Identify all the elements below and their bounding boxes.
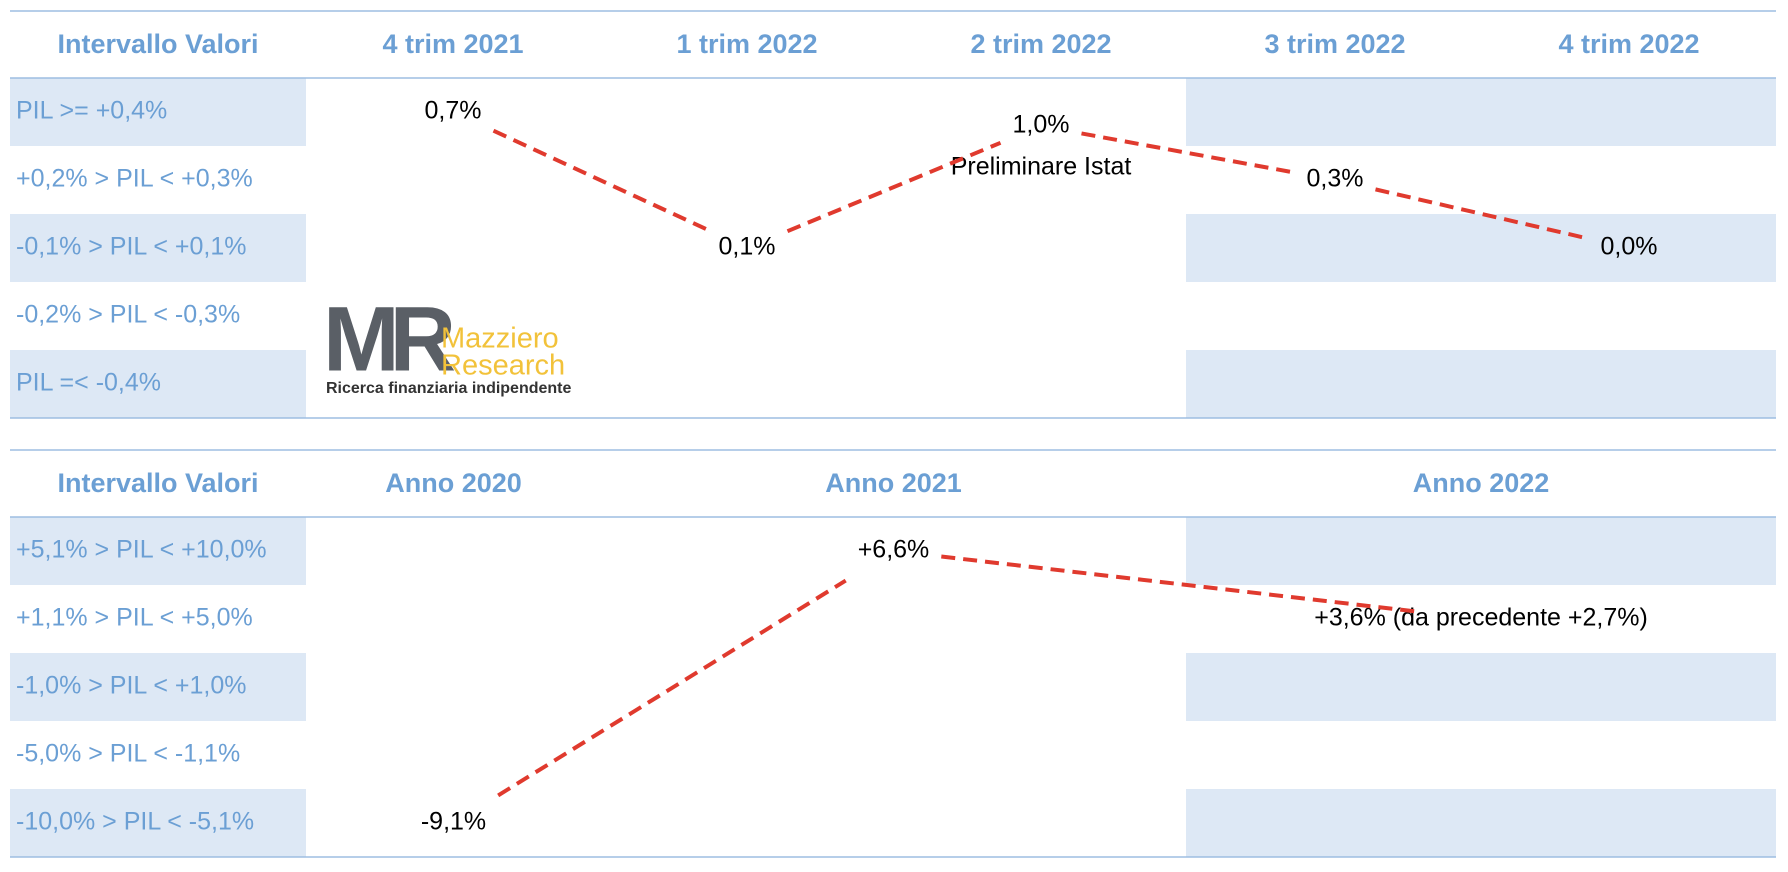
row-shade: [10, 517, 306, 585]
range-cell: +5,1% > PIL < +10,0%: [16, 536, 267, 564]
value-label: +3,6% (da precedente +2,7%): [1314, 604, 1648, 632]
range-cell: +1,1% > PIL < +5,0%: [16, 604, 253, 632]
value-label: -9,1%: [421, 808, 486, 836]
logo-name: Mazziero: [441, 323, 559, 355]
row-shade: [1186, 78, 1776, 146]
logo-mark: MR: [323, 288, 455, 390]
range-cell: -10,0% > PIL < -5,1%: [16, 808, 254, 836]
value-label: 0,7%: [425, 97, 482, 125]
note: Preliminare Istat: [951, 153, 1132, 181]
value-label: 0,1%: [719, 233, 776, 261]
row-shade: [1186, 517, 1776, 585]
table: Intervallo Valori Anno 2020 Anno 2021 Anno …: [10, 449, 1776, 858]
row-shade: [1186, 789, 1776, 857]
header-cell: Intervallo Valori: [57, 29, 258, 59]
range-cell: +0,2% > PIL < +0,3%: [16, 165, 253, 193]
header-cell: 2 trim 2022: [970, 29, 1111, 59]
row-shade: [1186, 653, 1776, 721]
range-cell: -0,1% > PIL < +0,1%: [16, 233, 246, 261]
trend-line: [497, 578, 847, 798]
row-shade: [10, 78, 306, 146]
row-shade: [10, 653, 306, 721]
trend-line: [1375, 187, 1589, 241]
trend-line: [1081, 131, 1295, 175]
header-cell: 4 trim 2021: [382, 29, 523, 59]
trend-line: [786, 140, 1002, 234]
header-cell: Anno 2020: [385, 468, 522, 498]
logo-name: Research: [441, 350, 565, 382]
logo-tagline: Ricerca finanziaria indipendente: [326, 380, 572, 397]
range-cell: PIL =< -0,4%: [16, 369, 161, 397]
logo: MR Mazziero Research Ricerca finanziaria…: [323, 288, 572, 397]
range-cell: PIL >= +0,4%: [16, 97, 167, 125]
header-cell: Intervallo Valori: [57, 468, 258, 498]
row-shade: [10, 214, 306, 282]
value-label: +6,6%: [858, 536, 930, 564]
trend-line: [941, 554, 1422, 615]
value-label: 0,0%: [1601, 233, 1658, 261]
header-cell: Anno 2022: [1413, 468, 1550, 498]
row-shade: [1186, 214, 1776, 282]
value-label: 1,0%: [1013, 111, 1070, 139]
header-cell: Anno 2021: [825, 468, 962, 498]
range-cell: -5,0% > PIL < -1,1%: [16, 740, 240, 768]
row-shade: [10, 350, 306, 418]
row-shade: [1186, 350, 1776, 418]
table: Intervallo Valori 4 trim 2021 1 trim 2022 2…: [10, 10, 1776, 419]
trend-line: [492, 128, 708, 232]
range-cell: -1,0% > PIL < +1,0%: [16, 672, 246, 700]
row-shade: [10, 789, 306, 857]
header-cell: 4 trim 2022: [1558, 29, 1699, 59]
range-cell: -0,2% > PIL < -0,3%: [16, 301, 240, 329]
header-cell: 1 trim 2022: [676, 29, 817, 59]
header-cell: 3 trim 2022: [1264, 29, 1405, 59]
value-label: 0,3%: [1307, 165, 1364, 193]
